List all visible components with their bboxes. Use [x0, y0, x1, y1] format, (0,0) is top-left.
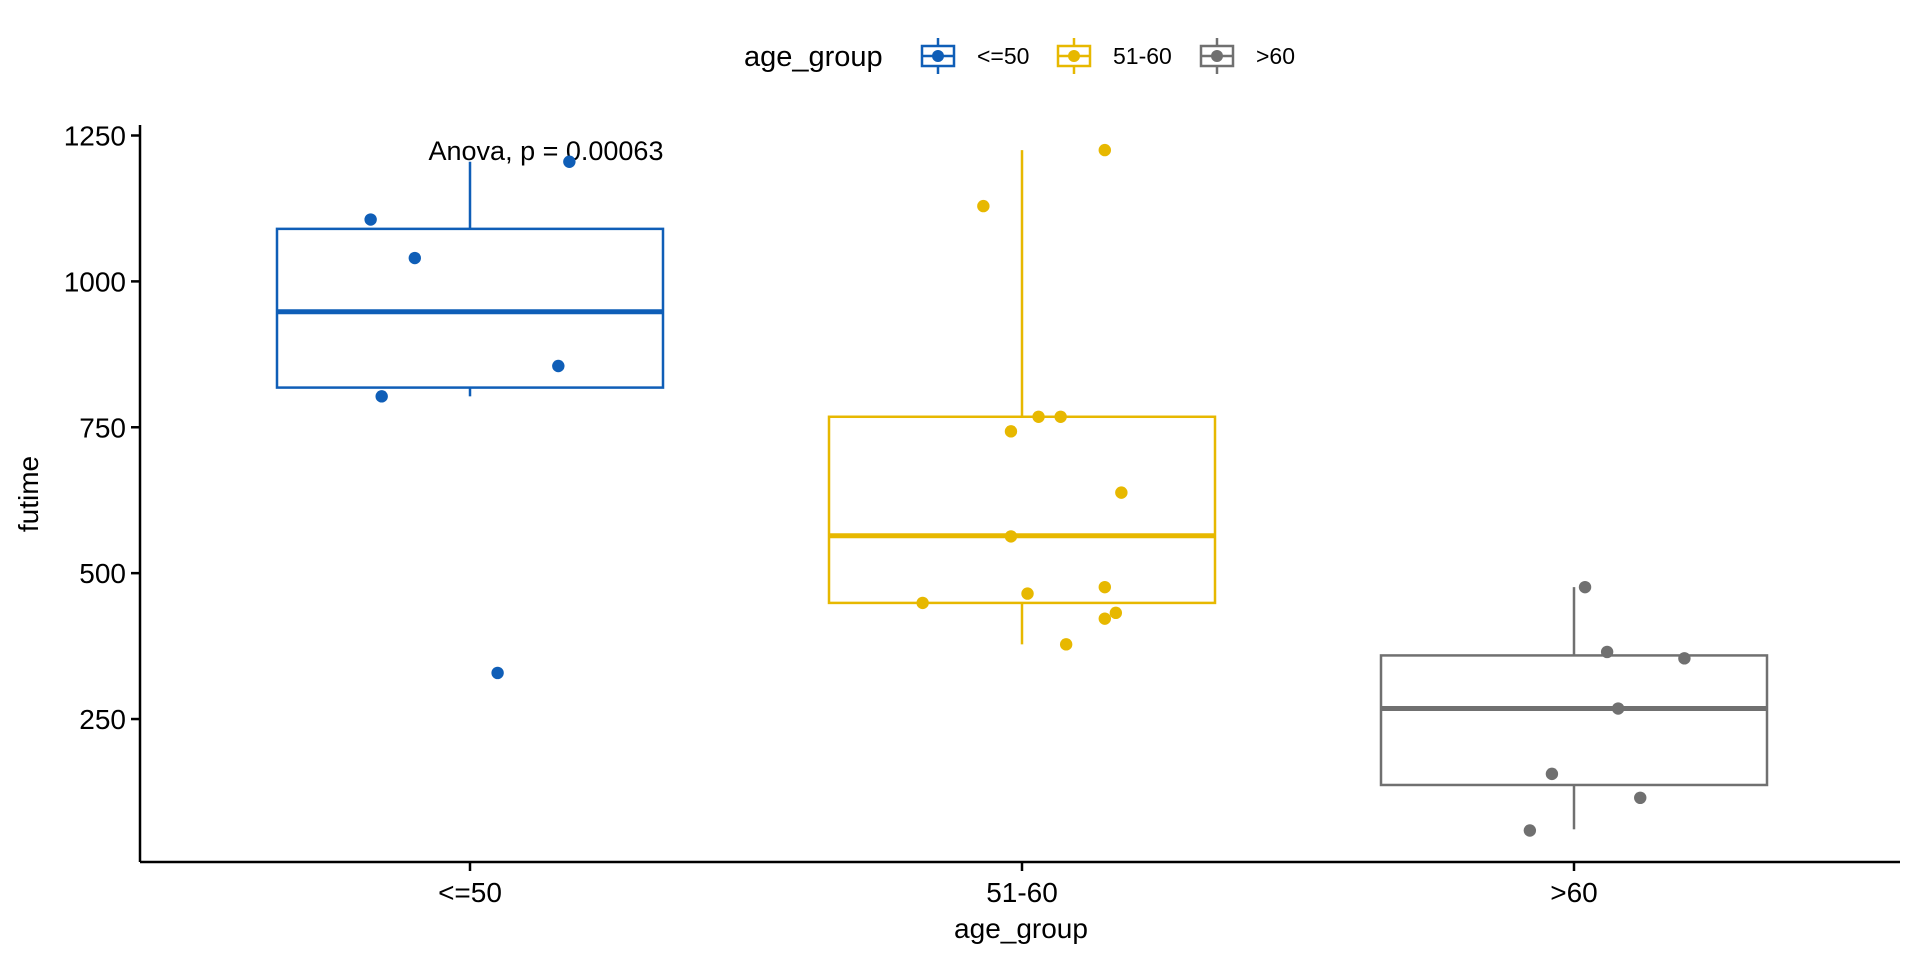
data-point: [1523, 824, 1537, 837]
data-point: [916, 596, 929, 610]
data-point: [1545, 767, 1559, 781]
legend-key-3: >60: [1199, 38, 1295, 74]
data-point: [1678, 652, 1691, 665]
legend-key-1: <=50: [920, 38, 1029, 74]
box-body: [275, 227, 665, 389]
data-point: [1098, 580, 1112, 594]
x-tick-label: 51-60: [986, 877, 1058, 908]
data-point: [1021, 587, 1034, 600]
x-tick-label: >60: [1550, 877, 1598, 908]
legend: age_group <=50 51-60 >60: [744, 38, 1295, 74]
points-layer: [364, 143, 1691, 837]
legend-key-2: 51-60: [1056, 38, 1172, 74]
box-body: [1379, 654, 1769, 787]
data-point: [364, 213, 377, 226]
data-point: [491, 666, 504, 680]
legend-label: >60: [1256, 43, 1295, 69]
data-point: [1098, 612, 1112, 625]
y-tick-label: 1250: [64, 121, 126, 152]
data-point: [1578, 580, 1592, 594]
legend-point: [1211, 50, 1223, 62]
y-tick-label: 1000: [64, 266, 126, 297]
data-point: [1004, 530, 1018, 543]
box-layer: [275, 150, 1769, 830]
legend-title: age_group: [744, 41, 883, 73]
data-point: [408, 251, 421, 265]
data-point: [1634, 791, 1647, 805]
data-point: [1098, 143, 1112, 157]
legend-label: <=50: [977, 43, 1029, 69]
data-point: [1611, 702, 1625, 715]
y-tick-label: 750: [79, 412, 126, 443]
axes: 250 500 750 1000 1250 <=50 51-60 >60: [64, 121, 1900, 908]
legend-point: [932, 50, 944, 62]
data-point: [552, 359, 565, 373]
data-point: [1004, 425, 1018, 438]
box-1: [275, 161, 665, 397]
legend-label: 51-60: [1113, 43, 1172, 69]
data-point: [563, 155, 576, 168]
box-3: [1379, 587, 1769, 830]
y-tick-label: 500: [79, 558, 126, 589]
data-point: [1600, 645, 1614, 659]
anova-annotation: Anova, p = 0.00063: [429, 136, 664, 166]
y-tick-label: 250: [79, 704, 126, 735]
data-point: [1109, 606, 1123, 620]
x-tick-label: <=50: [438, 877, 502, 908]
data-point: [1032, 410, 1045, 423]
box-body: [827, 415, 1217, 605]
box-2: [827, 150, 1217, 645]
data-point: [375, 390, 388, 403]
data-point: [1054, 410, 1067, 423]
y-axis-title: futime: [13, 456, 44, 532]
legend-point: [1068, 50, 1080, 62]
x-axis-title: age_group: [954, 913, 1088, 944]
data-point: [977, 199, 990, 213]
data-point: [1115, 486, 1128, 499]
data-point: [1059, 638, 1073, 651]
